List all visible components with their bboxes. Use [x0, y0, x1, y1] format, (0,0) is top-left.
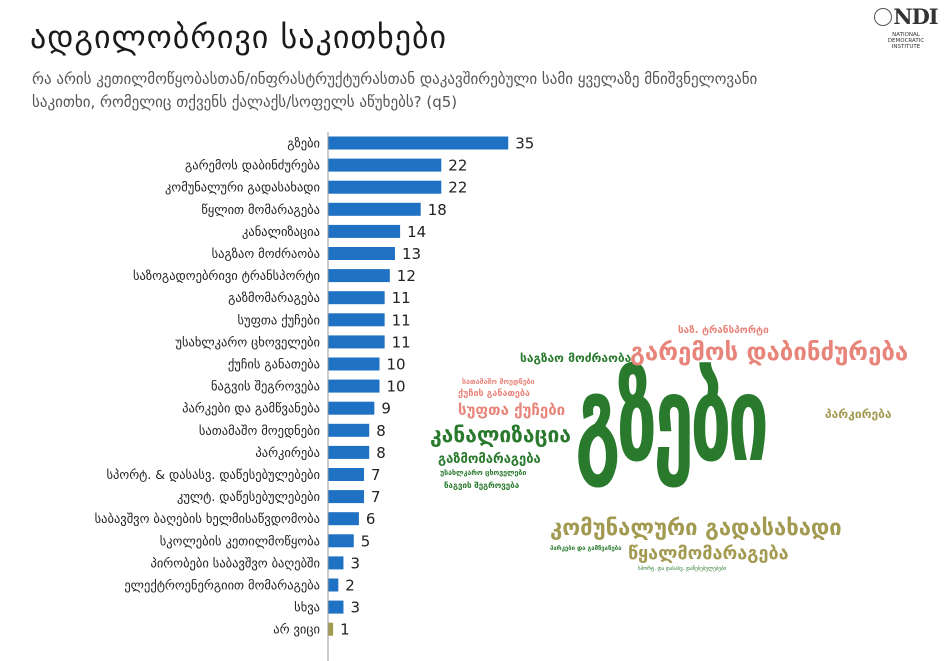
category-label: სპორტ. & დასასვ. დაწესებულებები	[106, 467, 320, 482]
bar	[328, 136, 509, 150]
cloud-word: ქუჩის განათება	[458, 389, 530, 399]
cloud-word: სუფთა ქუჩები	[458, 401, 566, 419]
bar	[328, 490, 365, 504]
ndi-logo: NDI NATIONAL DEMOCRATIC INSTITUTE	[868, 4, 944, 50]
bar	[328, 578, 339, 592]
category-label: გზები	[287, 136, 320, 151]
category-label: წყლით მომარაგება	[201, 202, 320, 217]
category-label: საზოგადოებრივი ტრანსპორტი	[133, 268, 320, 283]
value-label: 3	[350, 599, 360, 617]
category-label: სხვა	[294, 600, 320, 615]
category-label: უსახლკარო ცხოველები	[175, 334, 320, 349]
bar	[328, 202, 421, 216]
bar	[328, 247, 395, 260]
value-label: 6	[366, 510, 376, 528]
bar	[328, 534, 354, 548]
category-label: სკოლების კეთილმოწყობა	[160, 533, 320, 548]
cloud-word: წყალმომარაგება	[628, 543, 789, 564]
value-label: 7	[371, 488, 381, 506]
category-label: ელექტროენერგიით მომარაგება	[124, 578, 320, 593]
value-label: 8	[376, 422, 386, 440]
value-label: 14	[407, 223, 426, 241]
category-label: სათამაშო მოედნები	[199, 423, 320, 438]
word-cloud: გზები გარემოს დაბინძურება კომუნალური გადას…	[420, 320, 908, 590]
category-label: გაზმომარაგება	[228, 290, 320, 305]
value-label: 2	[345, 577, 355, 595]
category-label: ნაგვის შეგროვება	[211, 379, 320, 394]
value-label: 12	[397, 267, 416, 285]
value-label: 11	[392, 311, 411, 329]
cloud-word: საგზაო მოძრაობა	[520, 351, 632, 365]
bar	[328, 600, 344, 614]
cloud-word: გარემოს დაბინძურება	[630, 338, 909, 366]
value-label: 10	[387, 378, 406, 396]
logo-line-3: INSTITUTE	[891, 44, 921, 50]
bar	[328, 224, 401, 238]
bar	[328, 269, 390, 283]
category-label: საგზაო მოძრაობა	[212, 246, 320, 261]
bar	[328, 512, 359, 526]
value-label: 9	[381, 400, 391, 418]
cloud-word: გზები	[575, 350, 769, 488]
cloud-word: გაზმომარაგება	[438, 452, 541, 467]
category-label: გარემოს დაბინძურება	[185, 158, 320, 173]
category-label: ქუჩის განათება	[228, 357, 320, 372]
value-label: 18	[428, 201, 447, 219]
value-label: 22	[448, 157, 467, 175]
logo-line-1: NATIONAL	[892, 32, 920, 38]
bar	[328, 158, 442, 172]
value-label: 7	[371, 466, 381, 484]
value-label: 5	[361, 532, 371, 550]
category-label: პარკები და გამწვანება	[182, 401, 320, 416]
value-label: 8	[376, 444, 386, 462]
bar	[328, 379, 380, 393]
bar	[328, 335, 385, 349]
value-label: 22	[448, 179, 467, 197]
globe-icon	[874, 8, 893, 26]
category-label: პირობები საბავშვო ბაღებში	[150, 555, 320, 570]
category-label: საბავშვო ბაღების ხელმისაწვდომობა	[95, 511, 320, 526]
cloud-word: პარკები და გამწვანება	[550, 545, 622, 552]
page-subtitle: რა არის კეთილმოწყობასთან/ინფრასტრუქტურას…	[32, 70, 758, 111]
cloud-word: სათამაშო მოედნები	[462, 378, 535, 386]
value-label: 10	[387, 356, 406, 374]
category-label: კულტ. დაწესებულებები	[177, 489, 320, 504]
bar	[328, 468, 365, 481]
logo-text: NDI	[893, 4, 938, 29]
value-label: 11	[392, 333, 411, 351]
bar	[328, 180, 442, 194]
cloud-word: სპორტ. და დასასვ. დაწესებულებები	[638, 566, 727, 572]
cloud-word: საზ. ტრანსპორტი	[678, 325, 769, 336]
bar	[328, 556, 344, 570]
value-label: 3	[350, 554, 360, 572]
bar	[328, 357, 380, 371]
bar	[328, 622, 334, 636]
cloud-word: ნაგვის შეგროვება	[444, 481, 520, 490]
category-label: პარკირება	[255, 445, 320, 460]
page-title: ადგილობრივი საკითხები	[30, 18, 448, 56]
cloud-word: კანალიზაცია	[430, 423, 571, 447]
category-label: კანალიზაცია	[242, 224, 320, 239]
logo-mark: NDI	[868, 4, 944, 29]
bar	[328, 313, 385, 327]
bar	[328, 445, 370, 459]
category-label: სუფთა ქუჩები	[238, 312, 320, 327]
bar	[328, 423, 370, 437]
logo-line-2: DEMOCRATIC	[887, 38, 925, 44]
cloud-word: უსახლკარო ცხოველები	[440, 469, 527, 477]
logo-subtitle: NATIONAL DEMOCRATIC INSTITUTE	[868, 32, 944, 50]
value-label: 11	[392, 289, 411, 307]
bar	[328, 401, 375, 415]
cloud-word: კომუნალური გადასახადი	[550, 516, 842, 541]
bar	[328, 291, 385, 305]
value-label: 1	[340, 621, 350, 639]
category-label: არ ვიცი	[273, 622, 320, 637]
cloud-word: პარკირება	[825, 407, 892, 421]
category-label: კომუნალური გადასახადი	[165, 180, 320, 195]
value-label: 13	[402, 245, 421, 263]
value-label: 35	[515, 135, 534, 153]
